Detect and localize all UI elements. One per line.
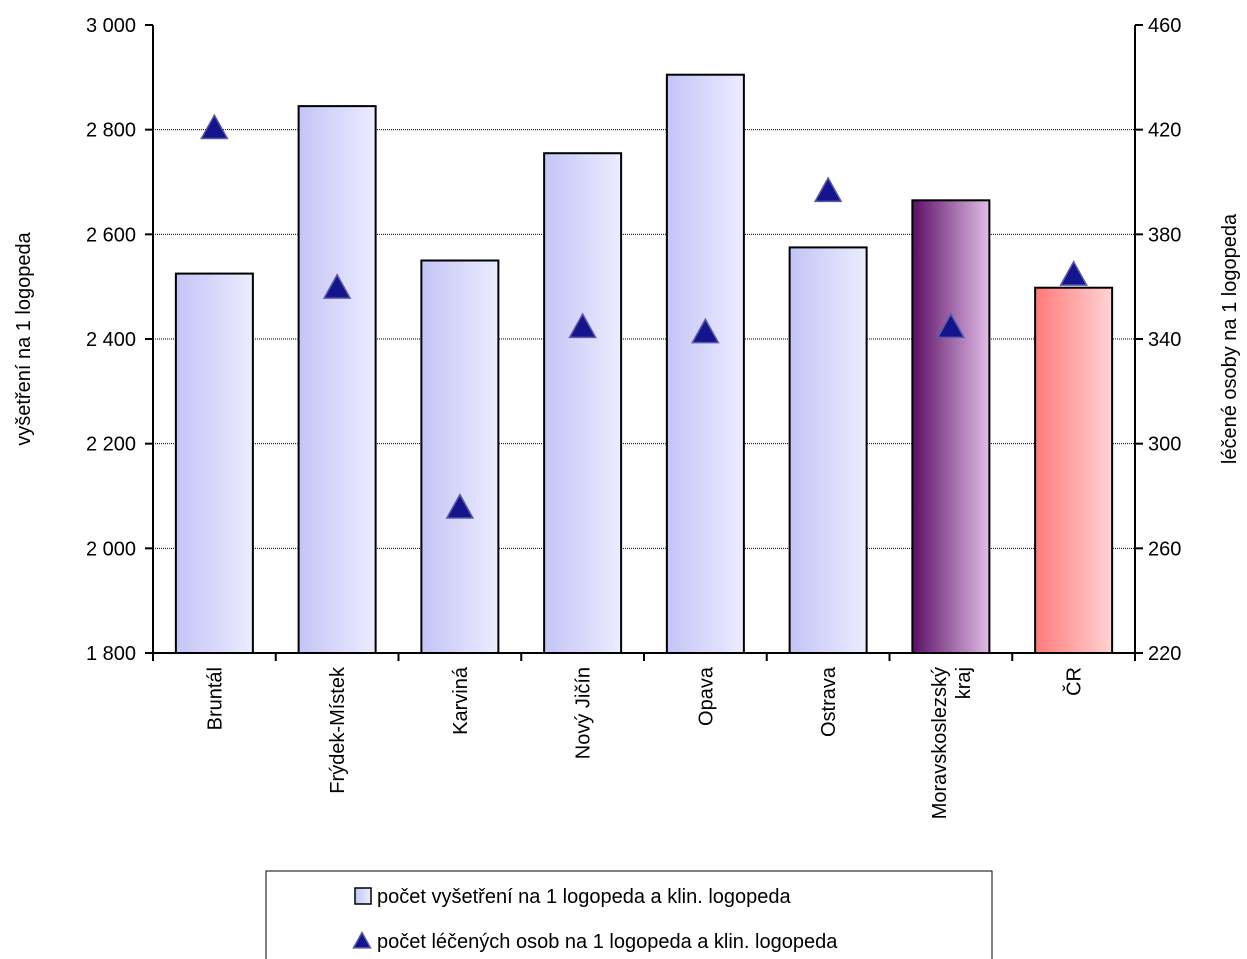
axis-labels: 1 800 2 000 2 200 2 400 2 600 2 800 3 000 220 26… bbox=[13, 15, 1241, 819]
x-tick-label: Ostrava bbox=[818, 666, 840, 737]
bar-7 bbox=[1034, 286, 1114, 654]
legend-box bbox=[265, 870, 993, 959]
x-tick-label-line: Moravskoslezský bbox=[929, 667, 951, 819]
bar-1 bbox=[297, 105, 377, 655]
y-tick-label: 2 400 bbox=[86, 329, 136, 351]
marker-3 bbox=[568, 312, 597, 339]
marker-1 bbox=[322, 273, 352, 299]
y-tick-label: 1 800 bbox=[86, 643, 136, 665]
y-tick-label: 2 200 bbox=[86, 434, 136, 456]
bar-series bbox=[174, 73, 1114, 655]
x-tick-label-line: Karviná bbox=[450, 666, 472, 735]
x-tick-label: Bruntál bbox=[204, 667, 226, 730]
marker-5 bbox=[813, 176, 843, 203]
marker-6 bbox=[936, 312, 966, 339]
y2-tick-label: 300 bbox=[1148, 434, 1181, 456]
y2-tick-label: 420 bbox=[1148, 120, 1181, 142]
x-tick-label-line: Bruntál bbox=[204, 667, 226, 730]
x-tick-label: Opava bbox=[695, 666, 717, 726]
marker-2 bbox=[445, 493, 475, 519]
marker-0 bbox=[200, 113, 229, 140]
y-tick-label: 3 000 bbox=[86, 15, 136, 37]
legend-label-bar: počet vyšetření na 1 logopeda a klin. lo… bbox=[377, 886, 792, 908]
bar-5 bbox=[788, 246, 868, 655]
y2-tick-label: 340 bbox=[1148, 329, 1181, 351]
marker-4 bbox=[691, 317, 720, 344]
legend-swatch-marker bbox=[352, 930, 372, 949]
y-axis-title: vyšetření na 1 logopeda bbox=[13, 231, 35, 445]
y2-axis-title: léčené osoby na 1 logopeda bbox=[1219, 213, 1241, 464]
bar-4 bbox=[665, 73, 745, 654]
x-tick-label-line: Opava bbox=[695, 666, 717, 726]
bar-0 bbox=[174, 272, 254, 654]
x-tick-label-line: ČR bbox=[1063, 667, 1086, 696]
bar-2 bbox=[420, 259, 500, 654]
y-tick-label: 2 800 bbox=[86, 120, 136, 142]
legend: počet vyšetření na 1 logopeda a klin. lo… bbox=[265, 870, 993, 959]
y2-tick-label: 380 bbox=[1148, 224, 1181, 246]
x-tick-label-line: Frýdek-Místek bbox=[327, 666, 349, 794]
axes bbox=[145, 24, 1143, 661]
y-tick-label: 2 000 bbox=[86, 538, 136, 560]
x-tick-label-line: Nový Jičín bbox=[573, 667, 595, 759]
y2-tick-label: 220 bbox=[1148, 643, 1181, 665]
y2-tick-label: 260 bbox=[1148, 538, 1181, 560]
marker-series bbox=[200, 113, 1088, 519]
x-tick-label-line: kraj bbox=[953, 667, 975, 699]
x-tick-label-line: Ostrava bbox=[818, 666, 840, 737]
y2-tick-label: 460 bbox=[1148, 15, 1181, 37]
bar-3 bbox=[543, 152, 623, 654]
bar-6 bbox=[911, 199, 991, 654]
x-tick-label: Karviná bbox=[450, 666, 472, 735]
x-tick-label: Moravskoslezský kraj bbox=[929, 667, 975, 819]
y-tick-label: 2 600 bbox=[86, 224, 136, 246]
x-tick-label: Frýdek-Místek bbox=[327, 666, 349, 794]
legend-label-marker: počet léčených osob na 1 logopeda a klin… bbox=[377, 931, 838, 953]
x-tick-label: ČR bbox=[1063, 667, 1086, 696]
x-tick-label: Nový Jičín bbox=[573, 667, 595, 759]
marker-7 bbox=[1059, 260, 1088, 286]
legend-swatch-bar bbox=[354, 887, 372, 905]
